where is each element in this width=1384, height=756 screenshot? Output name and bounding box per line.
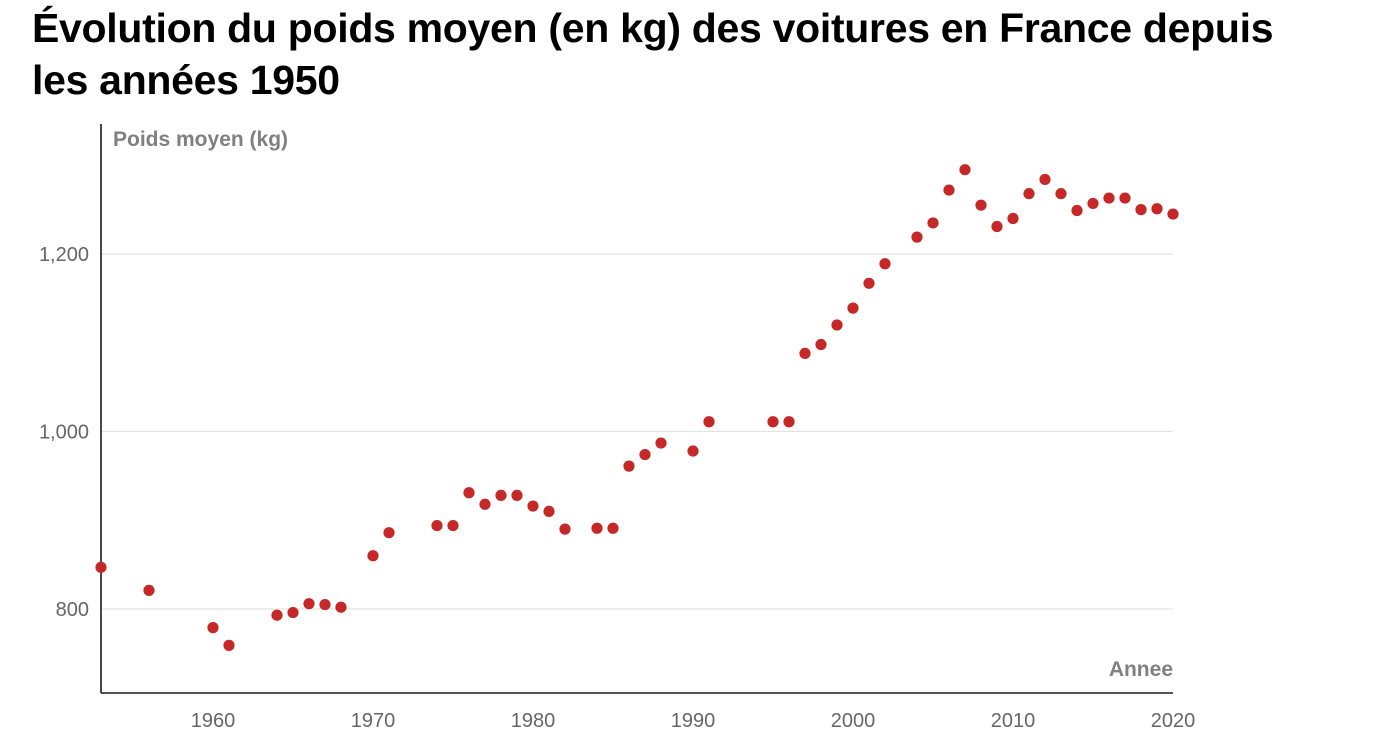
y-tick-label: 1,000 (39, 422, 89, 444)
data-point (607, 522, 619, 534)
data-point (367, 550, 379, 562)
data-point (1087, 197, 1099, 210)
data-point (847, 302, 859, 314)
data-point (463, 487, 475, 499)
x-tick-label: 2000 (831, 710, 876, 732)
gridlines (101, 253, 1173, 610)
data-point (559, 523, 571, 535)
data-point (1103, 192, 1115, 204)
data-point (1135, 204, 1147, 216)
x-tick-label: 1990 (671, 710, 716, 732)
data-point (911, 231, 923, 243)
data-point (1151, 203, 1163, 215)
data-point (815, 338, 827, 351)
data-point (287, 606, 299, 619)
chart-title: Évolution du poids moyen (en kg) des voi… (32, 5, 1274, 103)
x-tick-label: 1960 (191, 710, 236, 732)
data-point (703, 416, 715, 428)
y-axis-tick-labels: 800 1,000 1,200 (39, 244, 89, 621)
data-point (863, 277, 875, 289)
data-point (927, 217, 939, 229)
data-point (495, 489, 507, 501)
data-point (1007, 212, 1019, 225)
x-tick-label: 2010 (991, 710, 1036, 732)
data-point (447, 519, 459, 532)
data-point (335, 601, 347, 613)
data-point (959, 164, 971, 176)
data-point (527, 500, 539, 512)
data-point (591, 522, 603, 534)
x-tick-label: 2020 (1151, 710, 1196, 732)
data-point (207, 622, 219, 634)
data-point (623, 460, 635, 472)
y-tick-label: 800 (56, 599, 89, 621)
data-point (319, 598, 331, 611)
data-point (1071, 204, 1083, 217)
y-axis-title: Poids moyen (kg) (113, 128, 288, 151)
data-point (975, 199, 987, 211)
data-point (799, 347, 811, 359)
data-point (543, 505, 555, 517)
data-point (991, 220, 1003, 233)
x-axis-title: Annee (1109, 658, 1173, 681)
data-point (1167, 208, 1179, 220)
data-point (303, 598, 315, 610)
data-point (831, 319, 843, 331)
data-point (1039, 173, 1051, 186)
data-point (767, 416, 779, 428)
y-tick-label: 1,200 (39, 244, 89, 266)
data-point (687, 445, 699, 457)
data-point (1119, 192, 1131, 204)
data-point (479, 498, 491, 510)
data-point (783, 416, 795, 428)
data-point (95, 561, 107, 573)
x-tick-label: 1970 (351, 710, 396, 732)
data-point (655, 437, 667, 449)
data-point (271, 609, 283, 621)
data-point (383, 527, 395, 539)
data-point (511, 489, 523, 501)
x-axis-tick-labels: 1960 1970 1980 1990 2000 2010 2020 (191, 710, 1196, 732)
data-points (95, 164, 1179, 651)
data-point (879, 258, 891, 270)
data-point (1055, 188, 1067, 200)
data-point (431, 519, 443, 532)
data-point (943, 184, 955, 196)
data-point (1023, 188, 1035, 200)
data-point (639, 448, 651, 461)
data-point (223, 639, 235, 651)
x-tick-label: 1980 (511, 710, 556, 732)
data-point (143, 584, 155, 596)
